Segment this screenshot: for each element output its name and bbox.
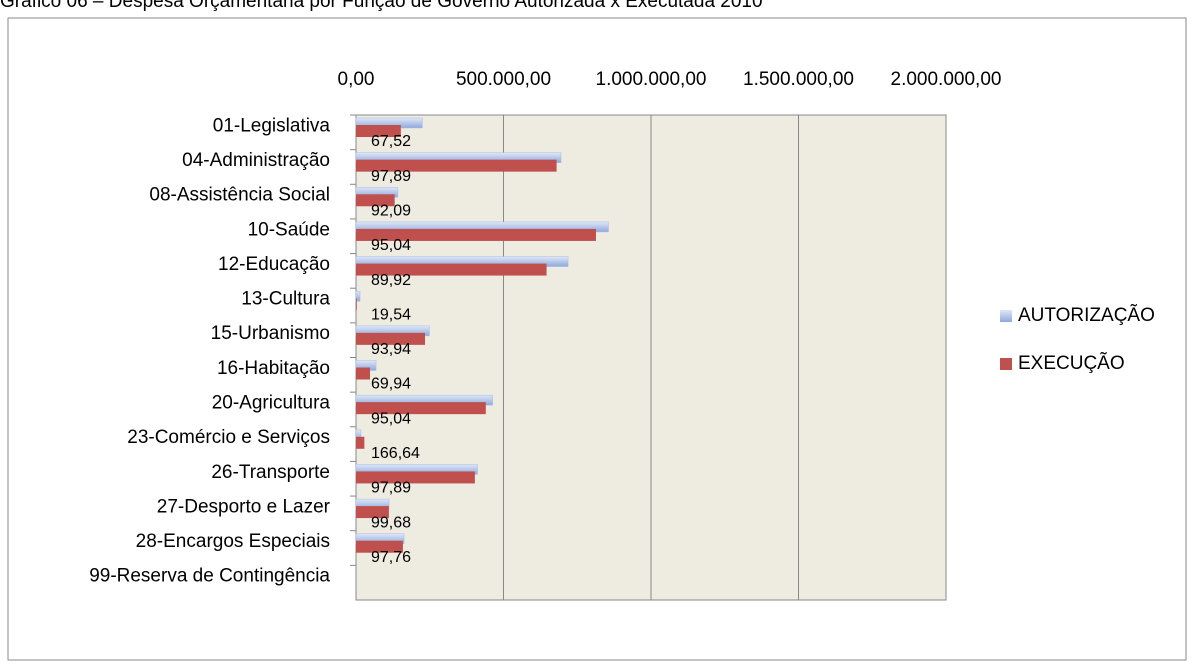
bar [356, 332, 426, 345]
y-tick-label: 20-Agricultura [212, 392, 331, 413]
data-label: 99,68 [371, 514, 411, 531]
data-label: 97,76 [371, 549, 411, 566]
y-tick-label: 27-Desporto e Lazer [157, 496, 331, 517]
data-label: 97,89 [371, 480, 411, 497]
data-label: 19,54 [371, 306, 411, 323]
x-tick-label: 0,00 [338, 69, 375, 90]
bar [356, 125, 401, 137]
y-tick-label: 13-Cultura [241, 289, 330, 310]
legend-swatch [1000, 358, 1012, 370]
data-label: 166,64 [371, 445, 420, 462]
bar [356, 436, 365, 449]
bar [356, 298, 357, 311]
bar [356, 402, 486, 415]
legend-label: EXECUÇÃO [1018, 352, 1125, 374]
x-tick-label: 1.000.000,00 [596, 69, 707, 90]
y-tick-label: 04-Administração [182, 150, 330, 171]
data-label: 93,94 [371, 341, 411, 358]
y-tick-label: 16-Habitação [217, 358, 330, 379]
legend-swatch [1000, 310, 1012, 322]
bar [356, 228, 596, 241]
legend-label: AUTORIZAÇÃO [1018, 304, 1155, 326]
bar [356, 471, 475, 484]
bar [356, 263, 547, 276]
data-label: 95,04 [371, 410, 411, 427]
bar [356, 367, 371, 380]
y-tick-label: 15-Urbanismo [211, 323, 330, 344]
y-tick-label: 10-Saúde [248, 219, 330, 240]
data-label: 95,04 [371, 237, 411, 254]
bar [356, 159, 557, 172]
bar [356, 194, 395, 207]
x-tick-label: 2.000.000,00 [891, 69, 1002, 90]
y-tick-label: 23-Comércio e Serviços [127, 427, 330, 448]
bar [355, 290, 361, 302]
y-tick-label: 26-Transporte [211, 462, 330, 483]
data-label: 92,09 [371, 203, 411, 220]
chart-border [7, 17, 1187, 661]
y-tick-label: 01-Legislativa [213, 115, 331, 136]
y-tick-label: 08-Assistência Social [149, 185, 330, 206]
data-label: 97,89 [371, 168, 411, 185]
data-label: 69,94 [371, 376, 411, 393]
data-label: 67,52 [371, 133, 411, 150]
data-label: 89,92 [371, 272, 411, 289]
x-tick-label: 1.500.000,00 [743, 69, 854, 90]
chart-title: Gráfico 06 – Despesa Orçamentária por Fu… [0, 0, 763, 12]
y-tick-label: 99-Reserva de Contingência [89, 566, 330, 587]
y-tick-label: 28-Encargos Especiais [136, 531, 330, 552]
x-tick-label: 500.000,00 [456, 69, 551, 90]
bar [356, 506, 389, 519]
y-tick-label: 12-Educação [218, 254, 330, 275]
bar [356, 540, 403, 553]
